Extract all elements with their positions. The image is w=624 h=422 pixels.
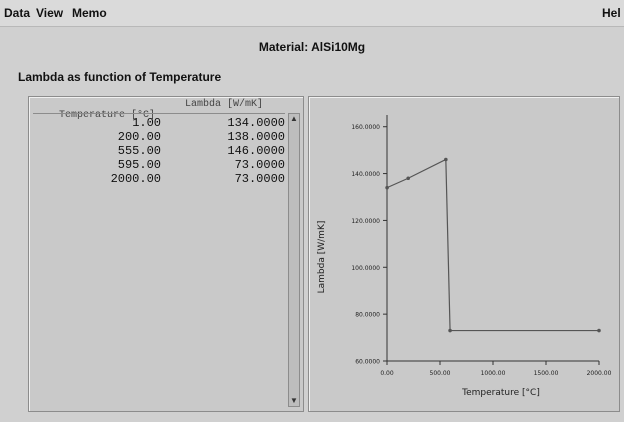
- table-header: Temperature [°C] Lambda [W/mK]: [35, 99, 263, 143]
- x-tick-label: 0.00: [380, 370, 394, 377]
- x-tick-label: 2000.00: [587, 370, 612, 377]
- table-row[interactable]: 200.00 138.0000: [33, 130, 285, 144]
- header-temperature: Temperature [°C]: [59, 110, 156, 121]
- table-row[interactable]: 595.00 73.0000: [33, 158, 285, 172]
- cell-lambda: 146.0000: [227, 144, 285, 158]
- x-tick-label: 500.00: [430, 370, 451, 377]
- x-tick-label: 1000.00: [481, 370, 506, 377]
- section-label: Lambda as function of Temperature: [18, 70, 222, 84]
- cell-temperature: 1.00: [132, 116, 161, 130]
- y-tick-label: 100.0000: [351, 265, 380, 272]
- cell-temperature: 200.00: [117, 130, 161, 144]
- cell-temperature: 595.00: [117, 158, 161, 172]
- data-point: [385, 185, 389, 190]
- y-tick-label: 120.0000: [351, 218, 380, 225]
- cell-lambda: 73.0000: [234, 172, 285, 186]
- vertical-scrollbar[interactable]: ▲ ▼: [288, 113, 300, 407]
- data-point: [406, 176, 410, 181]
- y-tick-label: 60.0000: [355, 359, 380, 366]
- cell-temperature: 555.00: [117, 144, 161, 158]
- cell-temperature: 2000.00: [110, 172, 161, 186]
- chart-panel: 60.0000 80.0000 100.0000 120.0000 140.0000 16…: [308, 96, 620, 412]
- data-point: [444, 157, 448, 162]
- scroll-up-arrow-icon[interactable]: ▲: [290, 114, 298, 123]
- y-tick-label: 80.0000: [355, 312, 380, 319]
- data-point: [448, 328, 452, 333]
- y-axis-label: Lambda [W/mK]: [317, 221, 327, 294]
- data-list[interactable]: 1.00 134.0000 200.00 138.0000 555.00 146…: [33, 113, 285, 408]
- table-row[interactable]: 1.00 134.0000: [33, 116, 285, 130]
- x-axis-label: Temperature [°C]: [461, 388, 540, 398]
- series-line: [386, 158, 599, 332]
- menu-help[interactable]: Hel: [602, 6, 621, 20]
- menu-data[interactable]: Data: [4, 6, 31, 20]
- table-row[interactable]: 555.00 146.0000: [33, 144, 285, 158]
- x-tick-label: 1500.00: [534, 370, 559, 377]
- header-lambda: Lambda [W/mK]: [185, 99, 264, 110]
- menu-view[interactable]: View: [36, 6, 64, 20]
- cell-lambda: 73.0000: [234, 158, 285, 172]
- cell-lambda: 134.0000: [227, 116, 285, 130]
- menu-memo[interactable]: Memo: [72, 6, 107, 20]
- cell-lambda: 138.0000: [227, 130, 285, 144]
- y-tick-label: 160.0000: [351, 124, 380, 131]
- data-point: [597, 328, 601, 333]
- scroll-down-arrow-icon[interactable]: ▼: [290, 396, 298, 405]
- material-title: Material: AlSi10Mg: [258, 40, 366, 54]
- data-table-panel: Temperature [°C] Lambda [W/mK] 1.00 134.…: [28, 96, 304, 412]
- lambda-chart: 60.0000 80.0000 100.0000 120.0000 140.0000 16…: [317, 115, 612, 398]
- table-row[interactable]: 2000.00 73.0000: [33, 172, 285, 186]
- menu-bar: Data View Memo Hel: [0, 0, 624, 27]
- y-tick-label: 140.0000: [351, 171, 380, 178]
